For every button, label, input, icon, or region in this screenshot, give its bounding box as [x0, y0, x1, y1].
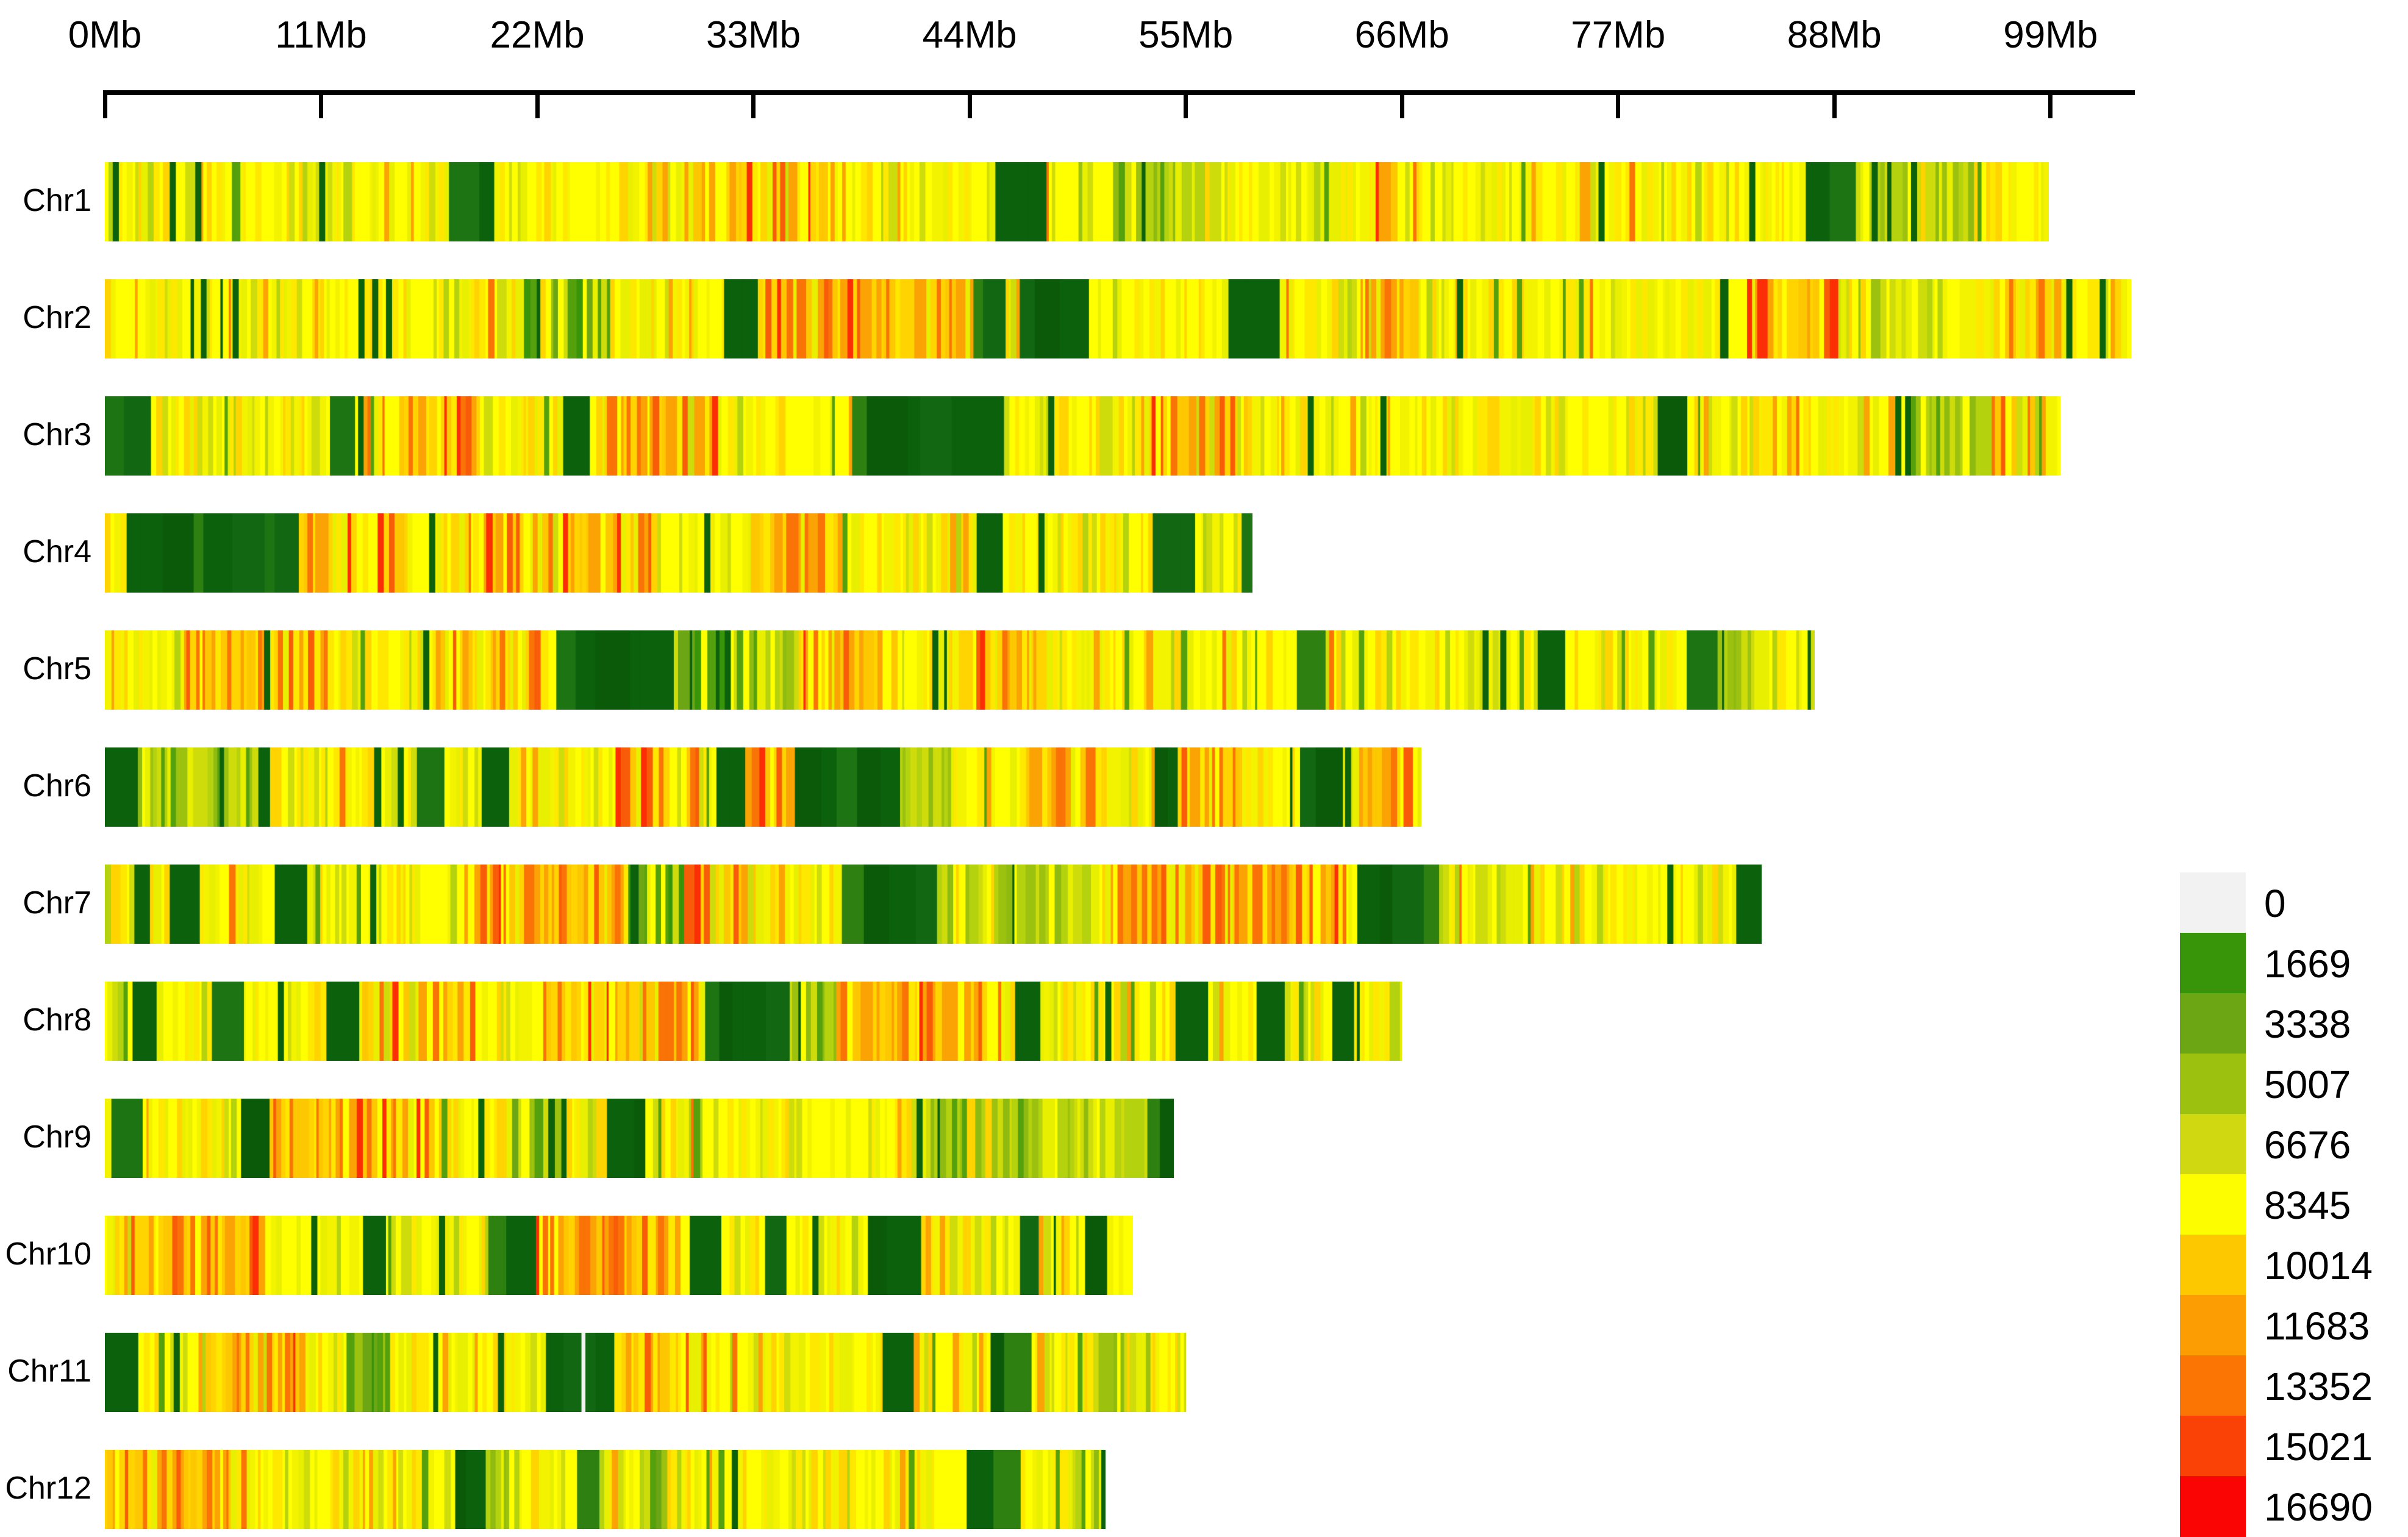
chromosome-density-bar [105, 1333, 1186, 1412]
axis-tick-label: 44Mb [922, 14, 1017, 56]
legend-value-label: 0 [2264, 881, 2286, 925]
chromosome-density-bar [105, 747, 1421, 827]
chromosome-density-bar [105, 1450, 1106, 1529]
legend-swatch [2180, 993, 2246, 1054]
chromosome-label: Chr7 [23, 885, 91, 921]
axis-tick [319, 90, 324, 118]
axis-tick-label: 11Mb [275, 14, 367, 56]
legend-swatch [2180, 872, 2246, 933]
legend-value-label: 3338 [2264, 1002, 2351, 1046]
axis-tick [751, 90, 756, 118]
legend-swatch [2180, 1054, 2246, 1114]
legend-value-label: 13352 [2264, 1364, 2373, 1408]
legend-swatch [2180, 933, 2246, 994]
axis-tick-label: 22Mb [490, 14, 585, 56]
chromosome-label: Chr2 [23, 300, 91, 335]
chromosome-label: Chr1 [23, 183, 91, 218]
legend-swatch [2180, 1416, 2246, 1477]
legend-value-label: 10014 [2264, 1243, 2373, 1288]
legend-value-label: 15021 [2264, 1424, 2373, 1469]
axis-tick-label: 55Mb [1138, 14, 1234, 56]
axis-tick-label: 66Mb [1354, 14, 1449, 56]
chromosome-label: Chr6 [23, 768, 91, 804]
chromosome-label: Chr9 [23, 1119, 91, 1155]
axis-tick-label: 0Mb [68, 14, 142, 56]
axis-tick-label: 77Mb [1571, 14, 1666, 56]
legend-swatch [2180, 1295, 2246, 1356]
axis-tick-label: 99Mb [2003, 14, 2098, 56]
chromosome-density-bar [105, 865, 1762, 944]
chromosome-label: Chr8 [23, 1002, 91, 1038]
legend-value-label: 6676 [2264, 1122, 2351, 1167]
legend-swatch [2180, 1235, 2246, 1296]
axis-tick-label: 88Mb [1787, 14, 1882, 56]
legend-value-label: 8345 [2264, 1183, 2351, 1227]
chromosome-density-bar [105, 162, 2049, 241]
axis-tick [1832, 90, 1837, 118]
chromosome-density-bar [105, 1216, 1133, 1295]
chromosome-density-bar [105, 630, 1815, 710]
legend-value-label: 1669 [2264, 941, 2351, 986]
chromosome-density-bar [105, 1099, 1174, 1178]
chromosome-density-bar [105, 982, 1402, 1061]
axis-tick [535, 90, 540, 118]
axis-tick [2048, 90, 2053, 118]
legend-value-label: 5007 [2264, 1062, 2351, 1107]
chromosome-label: Chr4 [23, 534, 91, 569]
axis-tick [967, 90, 972, 118]
chromosome-density-bar [105, 279, 2131, 358]
axis-tick [1616, 90, 1621, 118]
legend-swatch [2180, 1174, 2246, 1235]
chromosome-label: Chr5 [23, 651, 91, 686]
axis-tick [1399, 90, 1404, 118]
legend-value-label: 16690 [2264, 1485, 2373, 1529]
axis-tick-label: 33Mb [706, 14, 801, 56]
chromosome-label: Chr11 [7, 1353, 91, 1389]
legend-swatch [2180, 1355, 2246, 1416]
chromosome-label: Chr3 [23, 417, 91, 452]
chromosome-density-bar [105, 513, 1252, 593]
chromosome-density-bar [105, 396, 2060, 476]
chromosome-label: Chr10 [5, 1236, 91, 1272]
legend-value-label: 11683 [2264, 1303, 2370, 1348]
legend-swatch [2180, 1476, 2246, 1537]
chromosome-label: Chr12 [5, 1471, 91, 1506]
axis-baseline [105, 90, 2135, 95]
axis-tick [102, 90, 107, 118]
legend-swatch [2180, 1114, 2246, 1175]
axis-tick [1184, 90, 1188, 118]
